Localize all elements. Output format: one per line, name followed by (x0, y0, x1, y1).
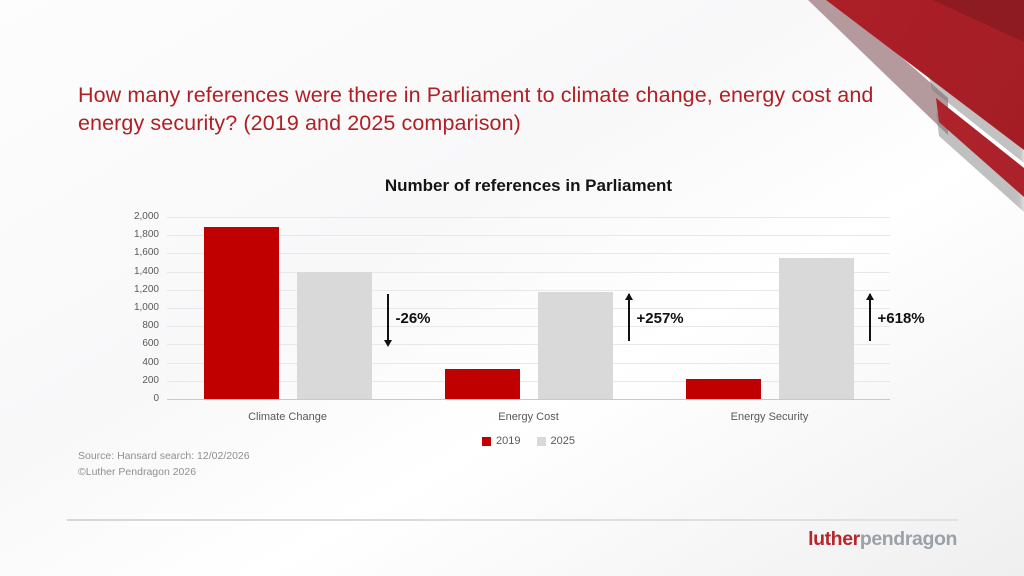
x-axis-category-label: Climate Change (248, 411, 327, 423)
bar-2025-climate-change (296, 271, 372, 399)
bar-2019-energy-cost (444, 368, 520, 399)
gridline (167, 308, 890, 309)
legend-item-2019: 2019 (482, 435, 521, 447)
company-logo: lutherpendragon (808, 528, 957, 551)
bar-2025-energy-security (778, 258, 854, 399)
y-axis-tick-label: 1,800 (133, 229, 159, 241)
gridline (167, 344, 890, 346)
gridline (167, 399, 890, 400)
x-axis-category-label: Energy Security (730, 411, 809, 423)
y-axis-tick-label: 200 (142, 374, 159, 386)
gridline (167, 253, 890, 255)
gridline (167, 380, 890, 382)
gridline (167, 362, 890, 364)
change-arrow (868, 294, 871, 341)
arrow-up-icon (624, 293, 633, 300)
gridline (167, 326, 890, 328)
percent-change-label: -26% (395, 310, 431, 327)
y-axis-tick-label: 1,400 (133, 265, 159, 277)
legend-swatch (536, 436, 546, 446)
bar-2019-energy-security (685, 379, 761, 399)
bar-2019-climate-change (203, 227, 279, 399)
y-axis-tick-label: 0 (153, 393, 159, 404)
chart-title: Number of references in Parliament (384, 176, 673, 195)
legend-label: 2025 (550, 435, 575, 447)
source-note: Source: Hansard search: 12/02/2026 ©Luth… (78, 449, 250, 481)
change-arrow (627, 294, 630, 341)
legend-item-2025: 2025 (536, 435, 575, 447)
percent-change-label: +257% (636, 310, 684, 327)
arrow-up-icon (865, 293, 874, 300)
y-axis-tick-label: 1,200 (133, 283, 159, 295)
x-axis-category-label: Energy Cost (498, 411, 559, 423)
legend-swatch (482, 436, 492, 446)
gridline (167, 271, 890, 273)
copyright-line: ©Luther Pendragon 2026 (78, 465, 197, 478)
y-axis-tick-label: 2,000 (133, 211, 159, 222)
arrow-down-icon (383, 340, 392, 347)
y-axis-tick-label: 800 (142, 320, 159, 332)
bar-2025-energy-cost (537, 291, 613, 399)
y-axis-tick-label: 1,600 (133, 247, 159, 259)
y-axis-tick-label: 1,000 (133, 302, 159, 313)
gridline (167, 217, 890, 218)
y-axis-tick-label: 600 (142, 338, 159, 350)
y-axis-tick-label: 400 (142, 356, 159, 368)
slide-title: How many references were there in Parlia… (78, 83, 874, 135)
gridline (167, 289, 890, 291)
footer-divider (67, 519, 958, 521)
legend-label: 2019 (496, 435, 521, 447)
source-line: Source: Hansard search: 12/02/2026 (78, 450, 250, 462)
change-arrow (386, 294, 389, 341)
chart-legend: 2019 2025 (167, 435, 890, 447)
logo-part-red: luther (808, 528, 860, 550)
gridline (167, 235, 890, 237)
percent-change-label: +618% (877, 310, 925, 327)
logo-part-gray: pendragon (859, 528, 958, 550)
